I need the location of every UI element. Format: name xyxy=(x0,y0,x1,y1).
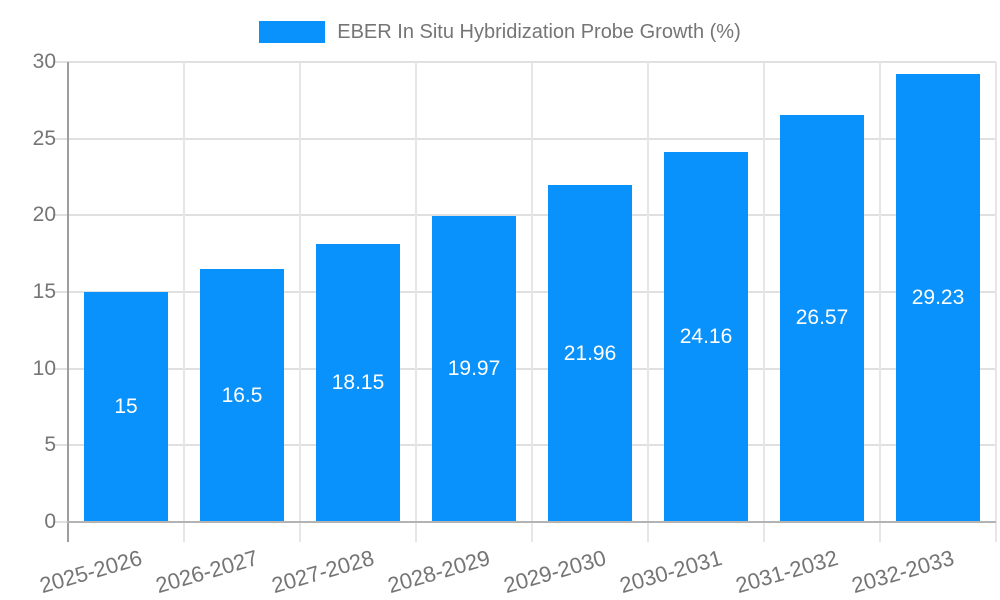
bar-value-label: 15 xyxy=(114,395,138,418)
bar-value-label: 18.15 xyxy=(331,370,385,394)
bar[interactable]: 26.57 xyxy=(780,114,864,522)
y-gridline xyxy=(53,291,996,293)
bar[interactable]: 24.16 xyxy=(664,151,748,522)
x-axis-tick-label: 2029-2030 xyxy=(500,545,609,599)
x-gridline xyxy=(531,62,533,542)
bar[interactable]: 18.15 xyxy=(316,243,400,522)
bar[interactable]: 29.23 xyxy=(896,73,980,522)
y-axis-tick-label: 30 xyxy=(32,50,56,73)
legend-title: EBER In Situ Hybridization Probe Growth … xyxy=(337,21,741,43)
legend-swatch xyxy=(259,21,326,43)
bar[interactable]: 21.96 xyxy=(548,185,632,522)
x-axis-tick-label: 2027-2028 xyxy=(268,545,377,599)
bar-value-label: 21.96 xyxy=(563,341,617,365)
x-gridline xyxy=(995,62,997,542)
y-gridline xyxy=(53,367,996,370)
bar-value-label: 16.5 xyxy=(221,383,263,407)
bar[interactable]: 16.5 xyxy=(200,269,284,522)
x-axis-tick-label: 2028-2029 xyxy=(384,545,493,599)
bar[interactable]: 15 xyxy=(84,292,168,522)
bar-value-label: 26.57 xyxy=(795,306,849,330)
y-axis-tick-label: 5 xyxy=(44,433,56,457)
legend: EBER In Situ Hybridization Probe Growth … xyxy=(0,16,1000,48)
x-axis-tick-label: 2030-2031 xyxy=(616,545,725,599)
x-axis-tick-label: 2031-2032 xyxy=(732,545,841,599)
x-gridline xyxy=(415,62,417,542)
y-gridline xyxy=(53,444,996,447)
x-gridline xyxy=(763,62,765,542)
x-gridline xyxy=(299,62,301,542)
y-gridline xyxy=(53,137,996,140)
x-axis-line xyxy=(67,521,996,523)
x-axis-tick-label: 2032-2033 xyxy=(848,545,957,599)
x-gridline xyxy=(183,62,185,542)
bar[interactable]: 19.97 xyxy=(432,215,516,522)
y-axis-tick-label: 25 xyxy=(32,126,56,150)
y-gridline xyxy=(53,61,996,63)
y-axis-line xyxy=(67,62,69,542)
bar-value-label: 29.23 xyxy=(911,285,965,309)
bar-value-label: 19.97 xyxy=(447,356,501,380)
x-axis-tick-label: 2026-2027 xyxy=(152,545,261,599)
y-axis-tick-label: 20 xyxy=(32,203,56,227)
x-gridline xyxy=(647,62,649,542)
bar-value-label: 24.16 xyxy=(679,324,733,348)
x-gridline xyxy=(879,62,881,542)
y-gridline xyxy=(53,214,996,217)
y-axis-tick-label: 15 xyxy=(32,280,56,303)
y-axis-tick-label: 0 xyxy=(44,510,56,533)
y-axis-tick-label: 10 xyxy=(32,356,56,380)
x-axis-tick-label: 2025-2026 xyxy=(36,545,145,599)
